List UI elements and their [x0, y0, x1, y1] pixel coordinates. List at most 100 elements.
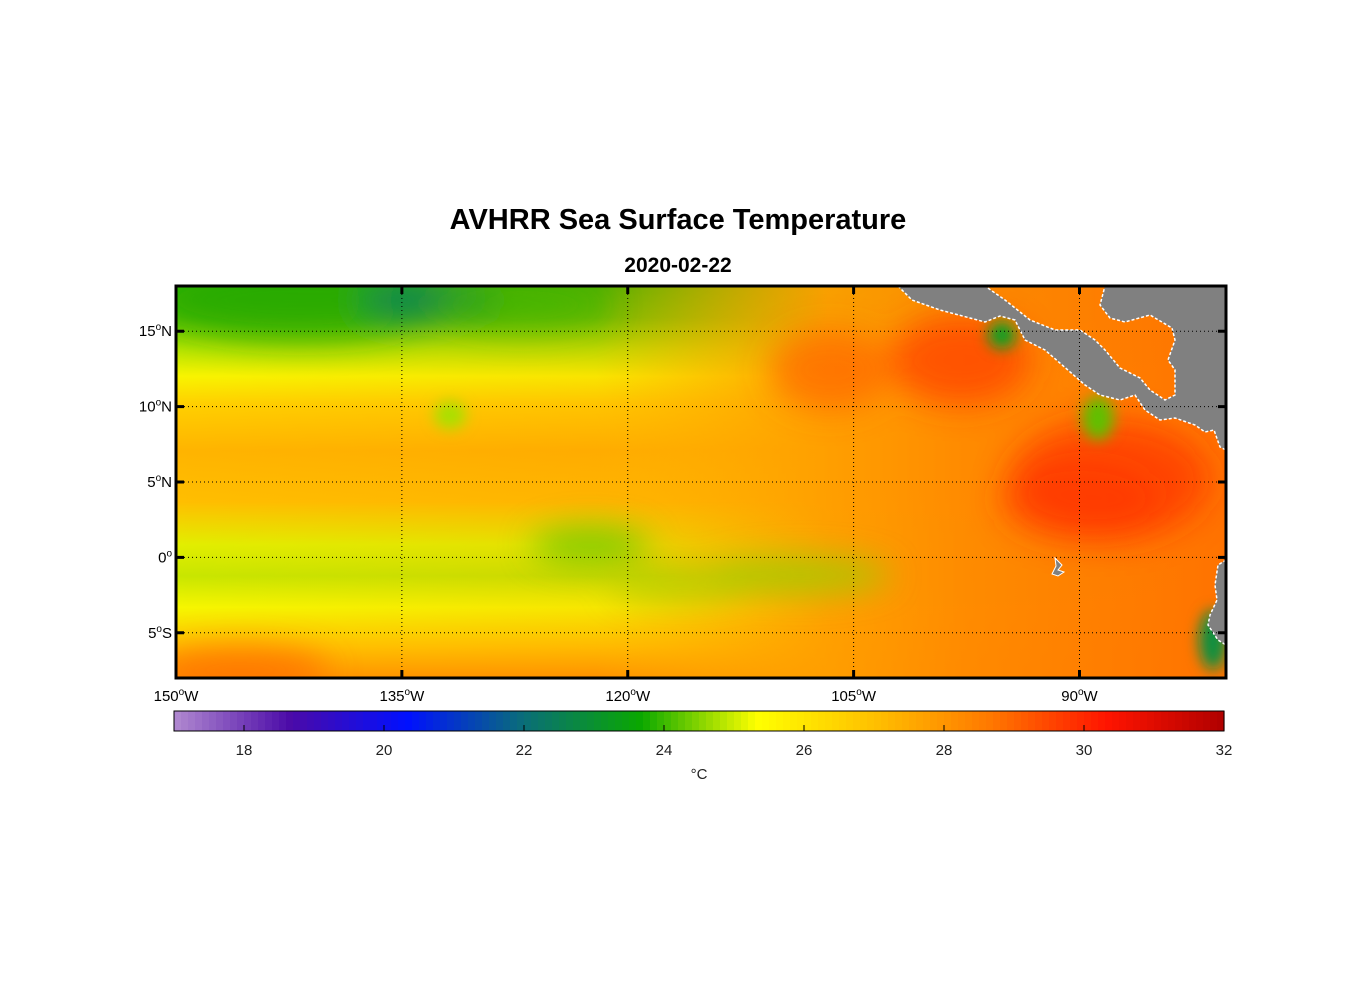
colorbar-cell [650, 711, 658, 731]
colorbar-cell [769, 711, 777, 731]
colorbar-cell [398, 711, 406, 731]
colorbar-cell [363, 711, 371, 731]
colorbar-cell [937, 711, 945, 731]
colorbar-cell [587, 711, 595, 731]
colorbar-cell [468, 711, 476, 731]
colorbar-cell [1056, 711, 1064, 731]
colorbar-cell [1112, 711, 1120, 731]
colorbar-cell [951, 711, 959, 731]
colorbar-cell [181, 711, 189, 731]
colorbar-cell [377, 711, 385, 731]
colorbar-cell [1091, 711, 1099, 731]
colorbar-cell [1210, 711, 1218, 731]
colorbar-cell [440, 711, 448, 731]
colorbar-cell [895, 711, 903, 731]
lon-label: 90oW [1061, 687, 1098, 705]
colorbar-cell [356, 711, 364, 731]
colorbar-cell [1007, 711, 1015, 731]
colorbar-cell [1035, 711, 1043, 731]
colorbar-cell [860, 711, 868, 731]
colorbar-cell [230, 711, 238, 731]
colorbar-cell [1196, 711, 1204, 731]
colorbar-cell [265, 711, 273, 731]
colorbar-cell [1126, 711, 1134, 731]
lon-label: 120oW [605, 687, 651, 705]
colorbar-cell [853, 711, 861, 731]
colorbar-cell [783, 711, 791, 731]
lat-label: 10oN [139, 398, 172, 416]
colorbar-cell [622, 711, 630, 731]
colorbar-cell [1084, 711, 1092, 731]
colorbar-cell [993, 711, 1001, 731]
colorbar-cell [384, 711, 392, 731]
colorbar-cell [741, 711, 749, 731]
colorbar-cell [566, 711, 574, 731]
colorbar-cell [321, 711, 329, 731]
colorbar-cell [293, 711, 301, 731]
colorbar-cell [503, 711, 511, 731]
colorbar-cell [1042, 711, 1050, 731]
colorbar-cell [335, 711, 343, 731]
colorbar-cell [636, 711, 644, 731]
colorbar-cell [510, 711, 518, 731]
colorbar-cell [909, 711, 917, 731]
colorbar-cell [1105, 711, 1113, 731]
colorbar-cell [188, 711, 196, 731]
colorbar-cell [923, 711, 931, 731]
colorbar-cell [279, 711, 287, 731]
colorbar-cell [300, 711, 308, 731]
colorbar-cell [1028, 711, 1036, 731]
colorbar-cell [930, 711, 938, 731]
colorbar-cell [405, 711, 413, 731]
colorbar-tick-label: 20 [376, 742, 393, 759]
colorbar-cell [902, 711, 910, 731]
colorbar-cell [874, 711, 882, 731]
colorbar-cell [867, 711, 875, 731]
colorbar-cell [706, 711, 714, 731]
colorbar-cell [489, 711, 497, 731]
colorbar-cell [496, 711, 504, 731]
colorbar-cell [608, 711, 616, 731]
colorbar-cell [244, 711, 252, 731]
colorbar-cell [916, 711, 924, 731]
colorbar-cell [762, 711, 770, 731]
colorbar-cell [580, 711, 588, 731]
colorbar-cell [1217, 711, 1225, 731]
colorbar-cell [419, 711, 427, 731]
colorbar-cell [559, 711, 567, 731]
colorbar-cell [1014, 711, 1022, 731]
colorbar-cell [1063, 711, 1071, 731]
lon-label: 150oW [154, 687, 200, 705]
colorbar-cell [846, 711, 854, 731]
colorbar-cell [328, 711, 336, 731]
colorbar-cell [447, 711, 455, 731]
map-subtitle: 2020-02-22 [624, 254, 732, 277]
colorbar-cell [272, 711, 280, 731]
colorbar-cell [699, 711, 707, 731]
colorbar-cell [370, 711, 378, 731]
colorbar-cell [825, 711, 833, 731]
colorbar-tick-label: 26 [796, 742, 813, 759]
colorbar-cell [965, 711, 973, 731]
colorbar-cell [881, 711, 889, 731]
colorbar-tick-label: 32 [1216, 742, 1233, 759]
colorbar-unit: °C [691, 766, 708, 783]
colorbar-cell [307, 711, 315, 731]
colorbar-cell [426, 711, 434, 731]
colorbar-cell [944, 711, 952, 731]
colorbar-cell [573, 711, 581, 731]
land-south-america [1207, 559, 1226, 646]
colorbar-cell [776, 711, 784, 731]
lat-label: 0o [158, 548, 172, 566]
colorbar-cell [1182, 711, 1190, 731]
colorbar-cell [594, 711, 602, 731]
sst-field [176, 286, 1226, 678]
lon-label: 135oW [379, 687, 425, 705]
colorbar-cell [671, 711, 679, 731]
land-central-america [896, 286, 1226, 451]
colorbar-cell [986, 711, 994, 731]
colorbar-cell [1168, 711, 1176, 731]
lat-label: 5oN [147, 473, 172, 491]
colorbar-cell [349, 711, 357, 731]
